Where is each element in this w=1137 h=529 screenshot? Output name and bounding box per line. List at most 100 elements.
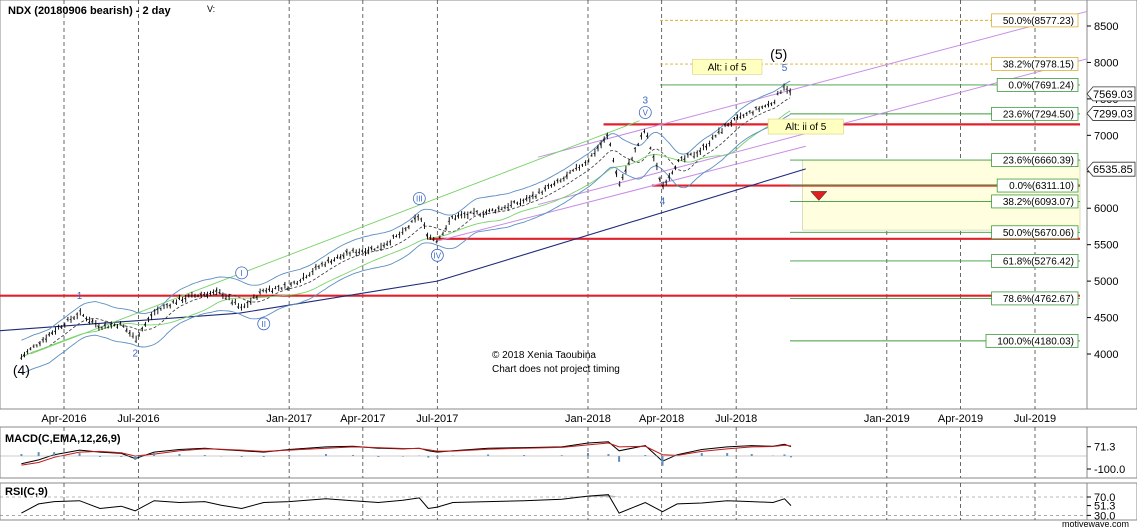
macd-layer: 71.3 -100.0 (0, 441, 1125, 476)
wave-circle (638, 106, 652, 119)
fib-label: 0.0%(6311.10) (1009, 181, 1074, 192)
price-tick (137, 333, 140, 336)
wave-label-circled: II (262, 320, 266, 329)
price-tick (599, 142, 602, 147)
price-tick (487, 209, 490, 212)
x-tick-label: Apr-2018 (639, 413, 684, 425)
x-tick-label: Jul-2019 (1014, 413, 1056, 425)
price-tick (94, 323, 96, 325)
price-tick (649, 147, 651, 149)
price-tick (332, 259, 335, 261)
fib-label: 0.0%(7691.24) (1008, 80, 1074, 91)
channel-base (437, 145, 806, 242)
price-tick (593, 152, 596, 155)
price-tick (769, 103, 772, 105)
y-tick-label: 6000 (1094, 203, 1118, 215)
price-tick (534, 196, 537, 198)
price-tick (552, 182, 555, 186)
annotation-box (692, 58, 763, 75)
price-tick (491, 209, 493, 211)
price-tick (627, 161, 630, 165)
price-tick (221, 293, 224, 296)
price-tick (335, 256, 338, 259)
price-tick (168, 304, 171, 307)
macd-title: MACD(C,EMA,12,26,9) (5, 433, 121, 445)
wave-label: 5 (782, 63, 788, 74)
fib-label: 38.2%(7978.15) (1003, 60, 1074, 71)
price-tick (314, 265, 317, 268)
price-tick (605, 134, 608, 137)
price-tick (180, 298, 183, 302)
price-tick (478, 213, 481, 216)
rsi-line (21, 494, 792, 514)
price-tick (342, 254, 345, 258)
price-tick (661, 184, 664, 188)
price-tick (41, 338, 44, 341)
price-tick (360, 250, 363, 252)
price-tick (205, 293, 208, 298)
wave-label-major: (4) (13, 362, 30, 378)
price-tick (29, 348, 31, 350)
price-tick (345, 250, 348, 254)
price-tick (751, 111, 754, 114)
y-tick-label: 8500 (1094, 21, 1118, 33)
price-tick (614, 171, 617, 176)
price-tick (286, 287, 289, 290)
wave-circle (430, 248, 444, 262)
price-tick (484, 211, 487, 214)
wave-label: 3 (643, 96, 649, 107)
channel-upper (537, 10, 1088, 158)
price-tick (156, 308, 159, 310)
fib-label: 23.6%(7294.50) (1003, 109, 1074, 120)
price-tick (512, 200, 515, 203)
fib-label: 78.6%(4762.67) (1003, 294, 1074, 305)
x-tick-label: Jan-2018 (565, 413, 611, 425)
price-tick (196, 295, 199, 297)
trend-line-b (239, 280, 438, 314)
overlay-lines-layer (0, 10, 1088, 375)
price-tick (732, 117, 735, 120)
price-tick (652, 155, 655, 158)
price-tick (757, 107, 760, 110)
fib-label-box (985, 333, 1079, 348)
price-tick (636, 143, 639, 146)
wave-label: 2 (132, 349, 138, 360)
price-tick (670, 172, 673, 174)
macd-axis (1086, 426, 1137, 479)
wave-label: 4 (660, 196, 666, 207)
price-tick (44, 338, 47, 341)
trend-ray (30, 120, 640, 355)
price-tick (320, 262, 323, 265)
fib-label: 50.0%(5670.06) (1003, 228, 1074, 239)
price-tick (351, 249, 354, 251)
price-tick (146, 317, 149, 320)
wave-label-circled: IV (434, 251, 442, 260)
rsi-axis (1086, 482, 1137, 521)
wave-label-circled: III (416, 195, 423, 204)
price-tick (441, 233, 444, 235)
rsi-layer: 70.051.330.0 (0, 492, 1115, 522)
rsi-tick-label: 51.3 (1094, 501, 1115, 513)
price-tick (339, 255, 342, 259)
wave-circle (235, 266, 249, 280)
price-tick (689, 153, 692, 156)
wave-label: 1 (77, 291, 83, 302)
price-tick (416, 215, 419, 218)
chart-title: NDX (20180906 bearish) - 2 day (8, 5, 172, 17)
axis-labels-layer: Apr-2016 Jul-2016 Jan-2017 Apr-2017 Jul-2017… (41, 21, 1136, 425)
price-tick (494, 209, 496, 212)
price-tick (760, 106, 763, 109)
price-tick (283, 283, 286, 286)
price-tick (171, 301, 174, 303)
price-tick (143, 322, 146, 326)
timing-disclaimer: Chart does not project timing (492, 364, 620, 375)
rsi-tick-label: 30.0 (1094, 510, 1115, 522)
price-tick (658, 177, 661, 182)
price-tick (565, 173, 568, 178)
price-tick (270, 290, 273, 293)
price-tick (60, 326, 62, 329)
annotation-text: Alt: ii of 5 (785, 122, 827, 133)
sell-arrow (810, 191, 828, 201)
fib-label: 23.6%(6660.39) (1003, 156, 1074, 167)
rsi-pane (0, 482, 1088, 521)
